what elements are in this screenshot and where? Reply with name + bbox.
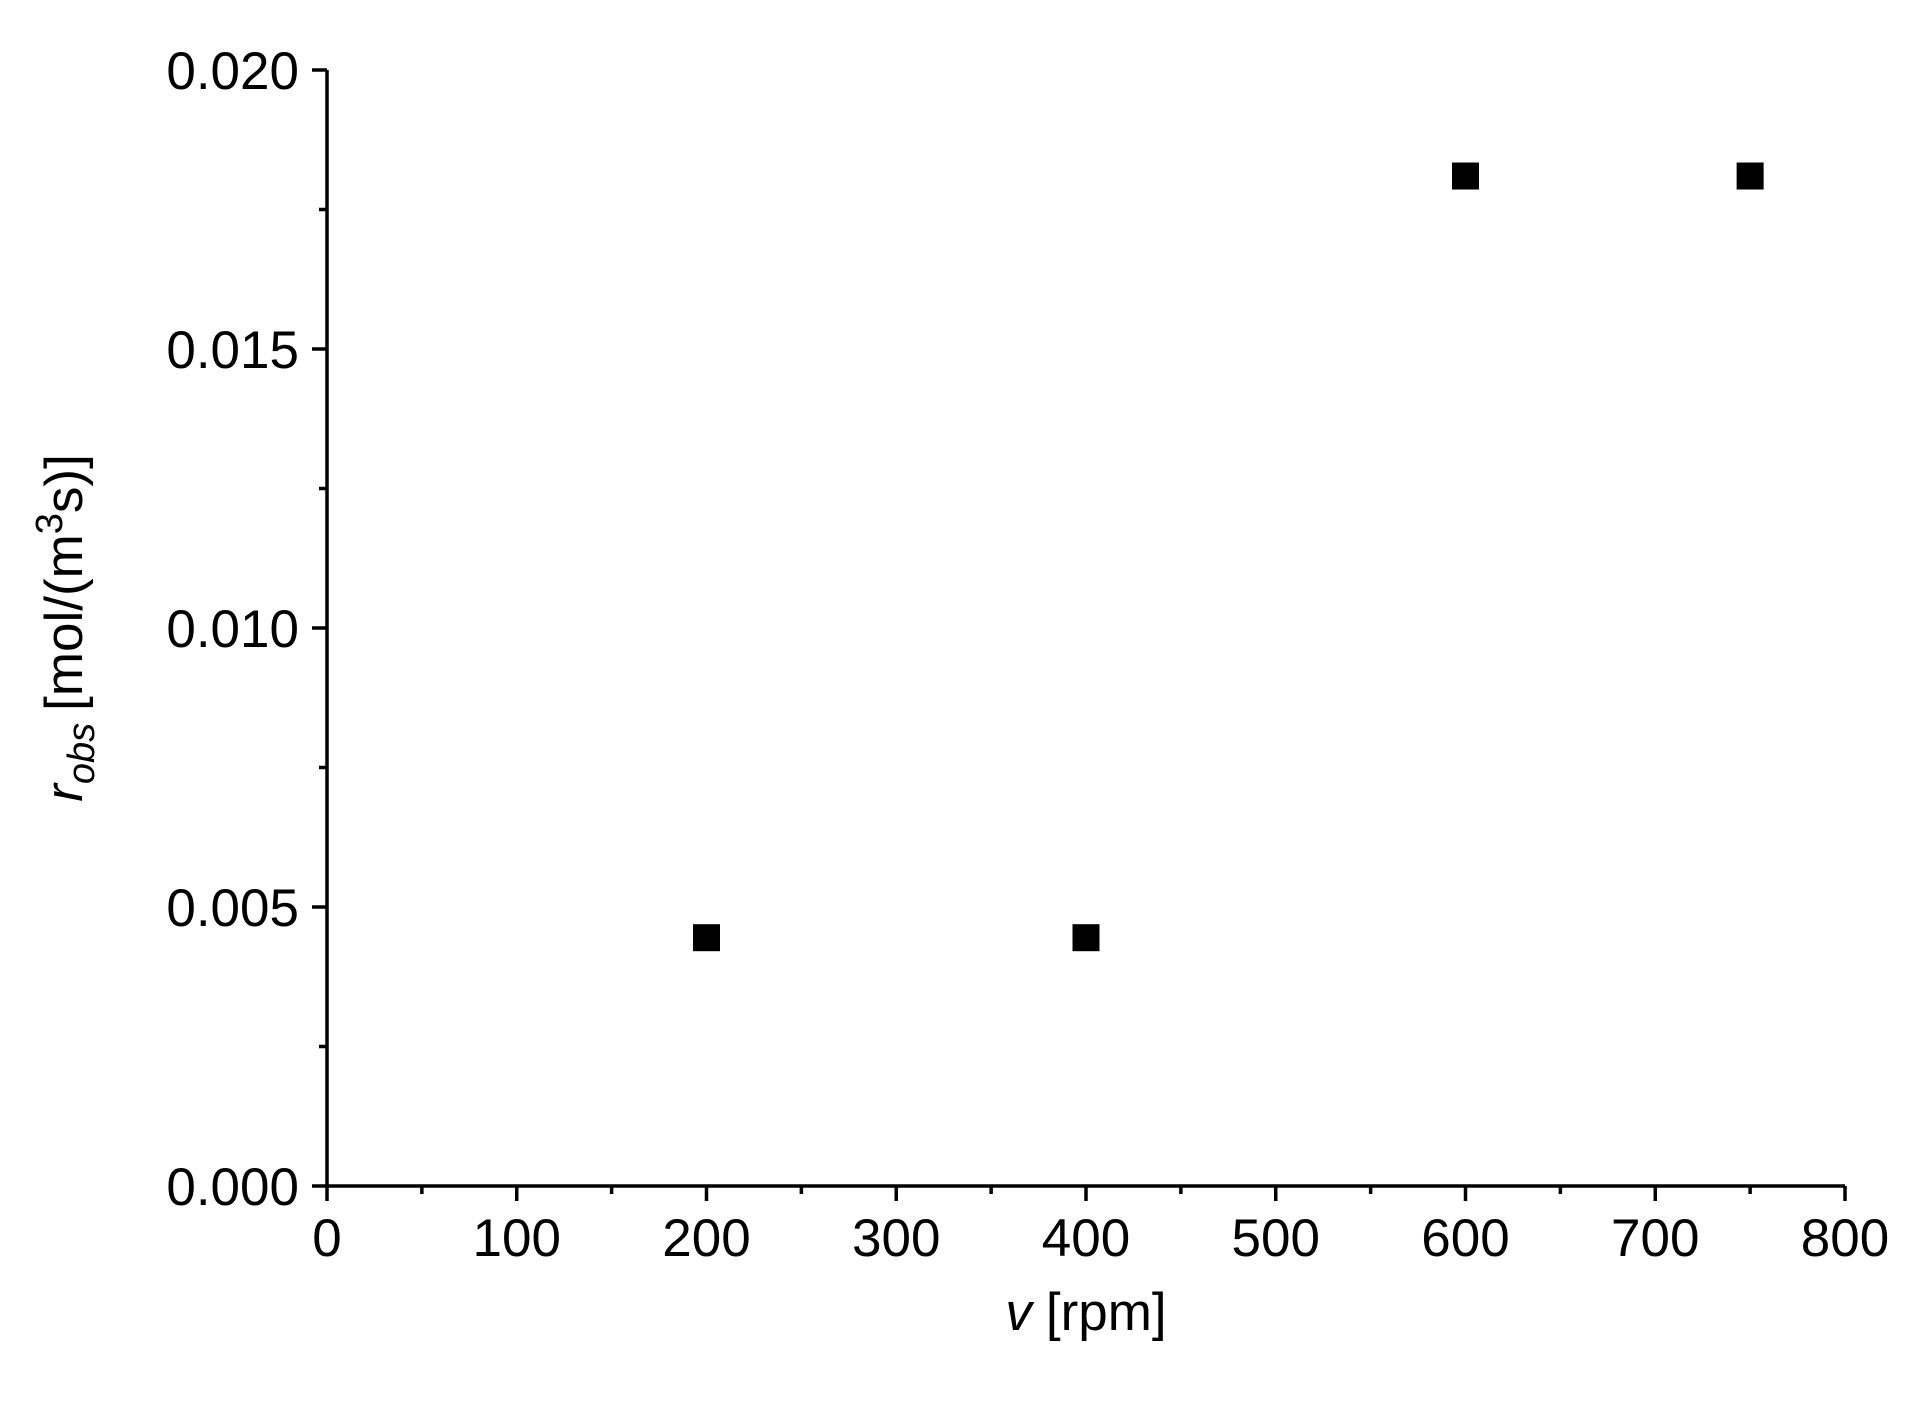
x-tick-label: 100 [473,1209,561,1268]
data-point [1736,162,1764,190]
y-superscript: 3 [29,513,71,534]
data-point [693,924,720,952]
y-tick-label: 0.015 [166,321,299,380]
x-axis-title: v [rpm] [1005,1283,1166,1342]
x-unit: [rpm] [1046,1283,1167,1342]
x-tick-label: 0 [312,1209,341,1268]
y-symbol: r [35,782,94,802]
x-symbol: v [1005,1283,1035,1342]
x-tick-label: 500 [1232,1209,1320,1268]
x-tick-label: 200 [662,1209,750,1268]
y-unit-end: s)] [35,454,94,513]
y-unit-start: [mol/(m [35,534,94,711]
x-tick-label: 700 [1611,1209,1699,1268]
x-tick-label: 400 [1042,1209,1130,1268]
y-tick-label: 0.020 [166,42,299,101]
y-axis-title: robs [mol/(m3s)] [29,454,103,802]
y-subscript: obs [61,723,103,784]
data-point [1452,162,1479,190]
x-tick-label: 300 [852,1209,940,1268]
x-tick-label: 600 [1421,1209,1509,1268]
data-point [1072,924,1100,952]
x-tick-label: 800 [1801,1209,1889,1268]
y-tick-label: 0.010 [166,600,299,659]
y-tick-label: 0.005 [166,879,299,938]
y-tick-label: 0.000 [166,1158,299,1217]
